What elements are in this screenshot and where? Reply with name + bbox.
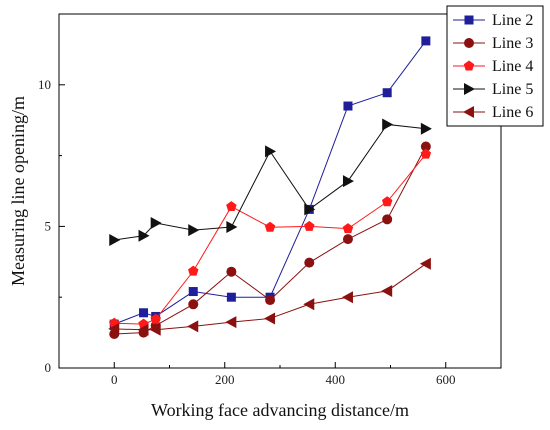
data-point bbox=[188, 299, 199, 310]
data-point bbox=[188, 265, 199, 276]
data-point bbox=[341, 291, 353, 304]
data-point bbox=[420, 141, 431, 152]
series-2 bbox=[109, 141, 431, 340]
data-point bbox=[149, 323, 161, 336]
series-line bbox=[114, 146, 427, 335]
series-line bbox=[114, 263, 427, 331]
y-tick-label: 5 bbox=[45, 218, 52, 233]
x-tick-label: 200 bbox=[215, 372, 235, 387]
data-point bbox=[419, 257, 431, 270]
data-point bbox=[187, 320, 199, 333]
legend-label: Line 5 bbox=[492, 81, 533, 98]
legend-marker bbox=[464, 83, 475, 95]
x-tick-label: 0 bbox=[111, 372, 118, 387]
series-layer bbox=[108, 36, 432, 340]
series-1 bbox=[109, 36, 431, 329]
data-point bbox=[343, 101, 353, 111]
data-point bbox=[381, 196, 393, 207]
legend-marker bbox=[463, 60, 475, 71]
data-point bbox=[225, 316, 237, 329]
data-point bbox=[382, 214, 393, 225]
y-tick-label: 0 bbox=[45, 360, 52, 375]
x-axis-label: Working face advancing distance/m bbox=[151, 400, 409, 420]
series-5 bbox=[108, 257, 431, 336]
x-tick-label: 600 bbox=[436, 372, 456, 387]
data-point bbox=[342, 234, 353, 245]
data-point bbox=[108, 322, 120, 335]
data-point bbox=[421, 36, 431, 46]
series-3 bbox=[109, 148, 432, 329]
legend: Line 2 Line 3 Line 4 Line 5 Line 6 bbox=[446, 5, 544, 127]
data-point bbox=[265, 295, 276, 306]
data-point bbox=[226, 292, 236, 302]
x-axis-ticks: 0 200 400 600 bbox=[58, 362, 502, 387]
legend-label: Line 4 bbox=[492, 58, 533, 75]
data-point bbox=[226, 201, 237, 212]
data-point bbox=[382, 118, 394, 131]
data-point bbox=[226, 266, 237, 277]
data-point bbox=[382, 88, 392, 98]
data-point bbox=[188, 224, 200, 237]
legend-label: Line 6 bbox=[492, 104, 533, 121]
legend-marker bbox=[463, 106, 474, 118]
data-point bbox=[304, 220, 315, 231]
data-point bbox=[304, 257, 315, 268]
y-tick-label: 10 bbox=[38, 77, 51, 92]
data-point bbox=[265, 145, 277, 158]
data-point bbox=[264, 221, 276, 232]
data-point bbox=[420, 148, 432, 159]
data-point bbox=[304, 203, 316, 216]
series-line bbox=[114, 40, 427, 325]
data-point bbox=[137, 323, 149, 336]
data-point bbox=[139, 308, 149, 318]
data-point bbox=[188, 287, 198, 297]
legend-marker bbox=[464, 38, 474, 48]
data-point bbox=[150, 217, 162, 230]
legend-label: Line 3 bbox=[492, 35, 533, 52]
legend-marker bbox=[464, 15, 474, 25]
x-tick-label: 400 bbox=[326, 372, 346, 387]
series-line bbox=[114, 153, 427, 325]
series-4 bbox=[109, 118, 432, 246]
series-line bbox=[114, 123, 426, 241]
data-point bbox=[264, 312, 276, 325]
y-axis-label: Measuring line opening/m bbox=[8, 96, 28, 286]
data-point bbox=[303, 298, 315, 311]
y-axis-ticks: 0 5 10 bbox=[38, 77, 65, 375]
data-point bbox=[342, 175, 354, 188]
data-point bbox=[150, 313, 161, 324]
data-point bbox=[342, 223, 354, 234]
data-point bbox=[381, 284, 393, 297]
data-point bbox=[420, 122, 432, 135]
data-point bbox=[226, 220, 238, 233]
legend-label: Line 2 bbox=[492, 12, 533, 29]
data-point bbox=[138, 229, 150, 242]
data-point bbox=[109, 233, 121, 246]
